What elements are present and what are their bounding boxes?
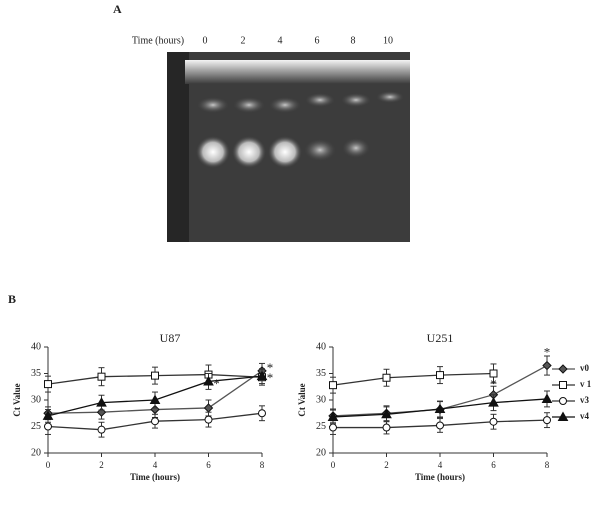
y-axis-label: Ct Value xyxy=(297,383,307,416)
gel-image xyxy=(167,52,410,242)
marker xyxy=(204,415,213,424)
legend-marker xyxy=(557,411,569,421)
y-tick-label: 35 xyxy=(316,368,326,379)
marker xyxy=(149,394,161,404)
marker xyxy=(96,397,107,407)
annotation: * xyxy=(267,360,274,375)
x-tick-label: 0 xyxy=(46,460,51,470)
marker xyxy=(542,360,552,371)
y-tick-label: 40 xyxy=(31,341,41,352)
marker xyxy=(489,369,498,378)
x-tick-label: 4 xyxy=(438,460,443,470)
legend-marker xyxy=(558,364,568,374)
x-tick-label: 2 xyxy=(384,460,389,470)
x-tick-label: 6 xyxy=(491,460,496,470)
panel-label: A xyxy=(113,2,122,16)
marker xyxy=(436,421,444,430)
lane-label: 10 xyxy=(383,35,393,46)
x-tick-label: 0 xyxy=(331,460,336,470)
marker xyxy=(381,408,392,419)
marker xyxy=(97,425,106,434)
y-tick-label: 20 xyxy=(316,447,326,458)
x-tick-label: 8 xyxy=(260,460,265,470)
x-tick-label: 6 xyxy=(206,460,211,470)
x-axis-label: Time (hours) xyxy=(415,472,465,482)
gel-axis-label: Time (hours) xyxy=(132,35,184,46)
y-tick-label: 25 xyxy=(316,421,326,432)
marker xyxy=(44,380,52,389)
chart-title: U251 xyxy=(427,331,454,345)
marker xyxy=(434,403,446,414)
y-tick-label: 30 xyxy=(31,394,41,405)
lane-label: 0 xyxy=(203,35,208,46)
legend-label: v4 xyxy=(580,411,590,421)
marker xyxy=(44,422,52,431)
legend-marker xyxy=(559,381,567,389)
marker xyxy=(329,381,337,390)
lane-label: 6 xyxy=(315,35,320,46)
marker xyxy=(151,417,159,426)
marker xyxy=(543,416,551,425)
marker xyxy=(203,375,214,386)
marker xyxy=(489,417,498,426)
x-tick-label: 2 xyxy=(99,460,104,470)
x-tick-label: 4 xyxy=(153,460,158,470)
y-axis-label: Ct Value xyxy=(12,383,22,416)
x-tick-label: 8 xyxy=(545,460,550,470)
annotation: * xyxy=(490,376,497,391)
y-tick-label: 30 xyxy=(316,394,326,405)
marker xyxy=(97,372,106,381)
marker xyxy=(256,370,268,381)
legend-label: v 1 xyxy=(580,379,592,389)
marker xyxy=(327,411,339,421)
y-tick-label: 40 xyxy=(316,341,326,352)
marker xyxy=(436,371,444,380)
annotation: * xyxy=(544,344,551,359)
marker xyxy=(382,423,391,432)
y-tick-label: 35 xyxy=(31,368,41,379)
chart-title: U87 xyxy=(160,331,181,345)
marker xyxy=(258,409,266,418)
marker xyxy=(42,410,54,420)
marker xyxy=(382,373,391,382)
y-tick-label: 25 xyxy=(31,421,41,432)
series-line xyxy=(332,372,494,386)
legend-label: v3 xyxy=(580,395,590,405)
lane-label: 8 xyxy=(351,35,356,46)
lane-label: 2 xyxy=(241,35,246,46)
marker xyxy=(329,423,337,432)
y-tick-label: 20 xyxy=(31,447,41,458)
marker xyxy=(488,397,499,407)
panel-label: B xyxy=(8,292,16,306)
marker xyxy=(541,393,553,403)
annotation: * xyxy=(267,370,274,385)
legend-marker xyxy=(559,397,567,405)
lane-label: 4 xyxy=(278,35,283,46)
annotation: * xyxy=(213,376,220,391)
marker xyxy=(203,403,214,413)
legend-label: v0 xyxy=(580,363,590,373)
x-axis-label: Time (hours) xyxy=(130,472,180,482)
marker xyxy=(151,371,159,380)
